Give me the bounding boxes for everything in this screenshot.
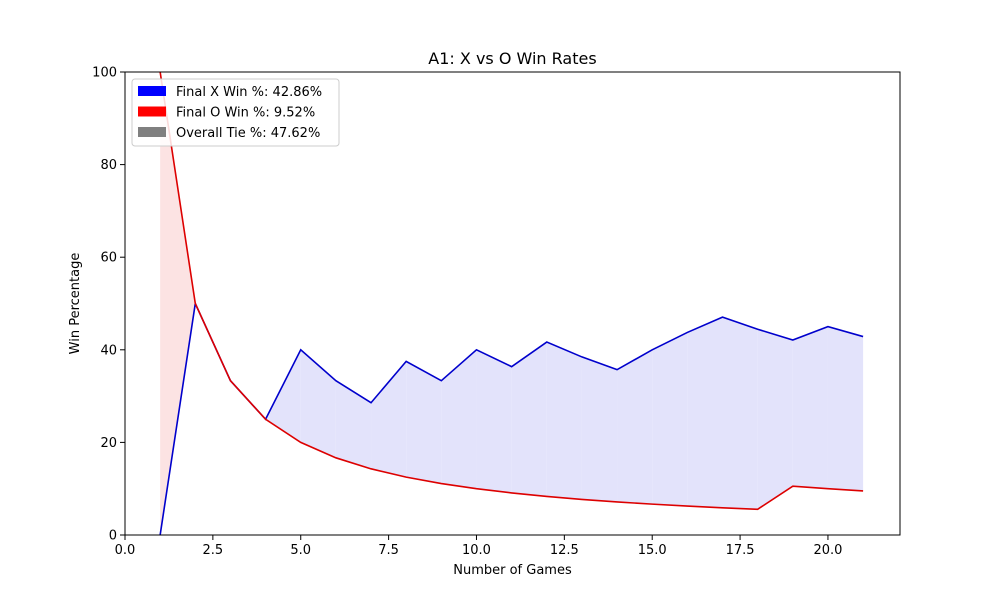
legend: Final X Win %: 42.86% Final O Win %: 9.5… [131, 78, 340, 147]
legend-swatch-tie [138, 127, 166, 137]
legend-label-o-win: Final O Win %: 9.52% [176, 106, 315, 121]
fill-segment [827, 326, 864, 491]
chart-title: A1: X vs O Win Rates [428, 49, 596, 68]
fill-segment [406, 361, 442, 484]
legend-swatch-o-win [138, 106, 166, 117]
y-axis-ticks: 0 20 40 60 80 100 [92, 66, 125, 544]
y-axis-label: Win Percentage [68, 253, 83, 355]
fill-segment [617, 349, 653, 505]
series-line-x-win [159, 300, 864, 536]
y-tick-label: 60 [100, 251, 117, 266]
legend-swatch-x-win [138, 86, 166, 96]
fill-area-group [160, 72, 864, 535]
plot-frame [124, 71, 901, 536]
fill-segment [546, 342, 582, 500]
fill-segment [335, 380, 372, 469]
x-tick-label: 17.5 [726, 543, 755, 558]
fill-segment [265, 349, 301, 443]
fill-segment [160, 72, 196, 535]
x-tick-label: 15.0 [638, 543, 667, 558]
y-tick-label: 0 [109, 529, 117, 544]
fill-segment [476, 349, 512, 493]
x-tick-label: 2.5 [203, 543, 224, 558]
x-axis-ticks: 0.0 2.5 5.0 7.5 10.0 12.5 15.0 17.5 20.0 [115, 535, 842, 558]
legend-label-x-win: Final X Win %: 42.86% [176, 85, 322, 100]
fill-segment [581, 356, 618, 502]
x-tick-label: 12.5 [550, 543, 579, 558]
fill-segment [722, 317, 758, 510]
fill-segment [652, 332, 688, 507]
fill-segment [687, 317, 723, 508]
x-tick-label: 7.5 [378, 543, 399, 558]
x-axis-label: Number of Games [453, 563, 572, 578]
x-tick-label: 10.0 [462, 543, 491, 558]
y-tick-label: 40 [100, 343, 117, 358]
x-tick-label: 20.0 [813, 543, 842, 558]
x-tick-label: 0.0 [115, 543, 136, 558]
fill-segment [300, 349, 336, 458]
legend-box [131, 78, 340, 147]
fill-segment [371, 361, 407, 478]
y-tick-label: 20 [100, 436, 117, 451]
series-lines-group [159, 71, 864, 536]
fill-segment [757, 329, 793, 510]
fill-segment [792, 326, 828, 489]
y-tick-label: 80 [100, 158, 117, 173]
y-tick-label: 100 [92, 66, 117, 81]
fill-segment [511, 342, 547, 497]
series-line-o-win [159, 71, 864, 511]
x-tick-label: 5.0 [290, 543, 311, 558]
legend-label-tie: Overall Tie %: 47.62% [176, 126, 320, 141]
fill-segment [441, 349, 477, 489]
